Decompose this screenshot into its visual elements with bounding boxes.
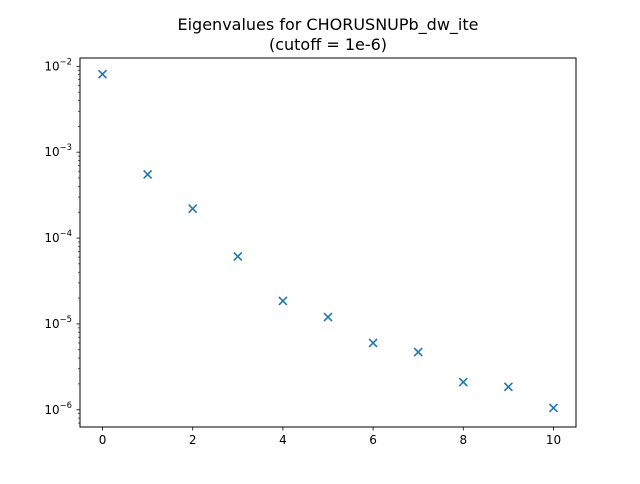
chart-title: Eigenvalues for CHORUSNUPb_dw_ite (cutof… bbox=[178, 15, 479, 54]
chart-title-line-2: (cutoff = 1e-6) bbox=[269, 35, 387, 54]
x-tick-label: 6 bbox=[369, 433, 377, 447]
data-point-marker bbox=[413, 347, 423, 357]
x-tick-label: 10 bbox=[546, 433, 561, 447]
y-tick-label: 10−6 bbox=[44, 400, 72, 417]
data-point-marker bbox=[188, 204, 198, 214]
chart-title-line-1: Eigenvalues for CHORUSNUPb_dw_ite bbox=[178, 15, 479, 35]
data-point-marker bbox=[143, 169, 153, 180]
data-point-marker bbox=[233, 251, 243, 262]
data-point-marker bbox=[503, 382, 513, 392]
y-axis-ticks: 10−2 10−3 10−4 10−5 10−6 bbox=[44, 56, 80, 424]
x-tick-label: 0 bbox=[99, 433, 107, 447]
data-points bbox=[97, 69, 559, 413]
y-tick-label: 10−4 bbox=[44, 228, 72, 245]
data-point-marker bbox=[278, 296, 288, 306]
x-tick-label: 4 bbox=[279, 433, 287, 447]
data-point-marker bbox=[458, 377, 468, 387]
x-axis-ticks: 0 2 4 6 8 10 bbox=[99, 427, 561, 447]
plot-area bbox=[80, 58, 576, 427]
data-point-marker bbox=[323, 312, 333, 322]
y-tick-label: 10−3 bbox=[44, 142, 72, 159]
y-tick-label: 10−5 bbox=[44, 314, 72, 331]
plot-frame bbox=[79, 57, 577, 428]
x-tick-label: 8 bbox=[459, 433, 467, 447]
y-tick-label: 10−2 bbox=[44, 56, 72, 73]
x-tick-label: 2 bbox=[189, 433, 197, 447]
data-point-marker bbox=[548, 403, 559, 413]
data-point-marker bbox=[368, 338, 378, 348]
data-point-marker bbox=[97, 69, 108, 79]
